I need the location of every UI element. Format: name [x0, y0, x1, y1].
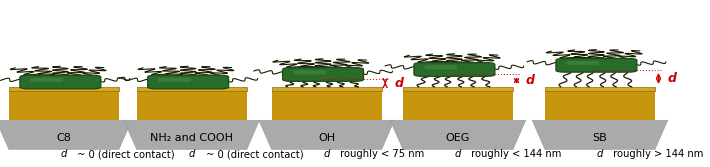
Text: d: d: [597, 149, 603, 159]
Polygon shape: [124, 120, 260, 149]
Text: d: d: [525, 74, 535, 87]
Polygon shape: [545, 91, 655, 120]
Text: d: d: [189, 149, 195, 159]
Text: d: d: [61, 149, 67, 159]
Text: roughly < 144 nm: roughly < 144 nm: [468, 149, 562, 159]
Text: d: d: [455, 149, 461, 159]
Text: NH₂ and COOH: NH₂ and COOH: [151, 133, 233, 143]
FancyBboxPatch shape: [20, 75, 101, 89]
FancyBboxPatch shape: [283, 68, 364, 81]
Text: C8: C8: [57, 133, 71, 143]
Polygon shape: [271, 91, 382, 120]
FancyBboxPatch shape: [425, 65, 457, 69]
Polygon shape: [259, 120, 395, 149]
Text: ~ 0 (direct contact): ~ 0 (direct contact): [203, 149, 304, 159]
FancyBboxPatch shape: [556, 58, 637, 72]
FancyBboxPatch shape: [158, 78, 191, 82]
Text: d: d: [667, 72, 677, 85]
FancyBboxPatch shape: [567, 61, 599, 65]
Text: d: d: [395, 77, 403, 90]
FancyBboxPatch shape: [293, 70, 326, 74]
FancyBboxPatch shape: [148, 75, 229, 89]
FancyBboxPatch shape: [31, 78, 63, 82]
Text: OEG: OEG: [446, 133, 470, 143]
Polygon shape: [391, 120, 525, 149]
Polygon shape: [137, 87, 247, 91]
Text: d: d: [324, 149, 329, 159]
FancyBboxPatch shape: [414, 63, 495, 76]
Polygon shape: [403, 91, 513, 120]
Text: roughly > 144 nm: roughly > 144 nm: [610, 149, 704, 159]
Text: SB: SB: [593, 133, 607, 143]
Text: OH: OH: [318, 133, 335, 143]
Polygon shape: [532, 120, 667, 149]
Text: roughly < 75 nm: roughly < 75 nm: [337, 149, 424, 159]
Text: ~ 0 (direct contact): ~ 0 (direct contact): [74, 149, 175, 159]
Polygon shape: [271, 87, 382, 91]
Polygon shape: [9, 87, 119, 91]
Polygon shape: [0, 120, 132, 149]
Polygon shape: [137, 91, 247, 120]
Polygon shape: [9, 91, 119, 120]
Polygon shape: [403, 87, 513, 91]
Polygon shape: [545, 87, 655, 91]
